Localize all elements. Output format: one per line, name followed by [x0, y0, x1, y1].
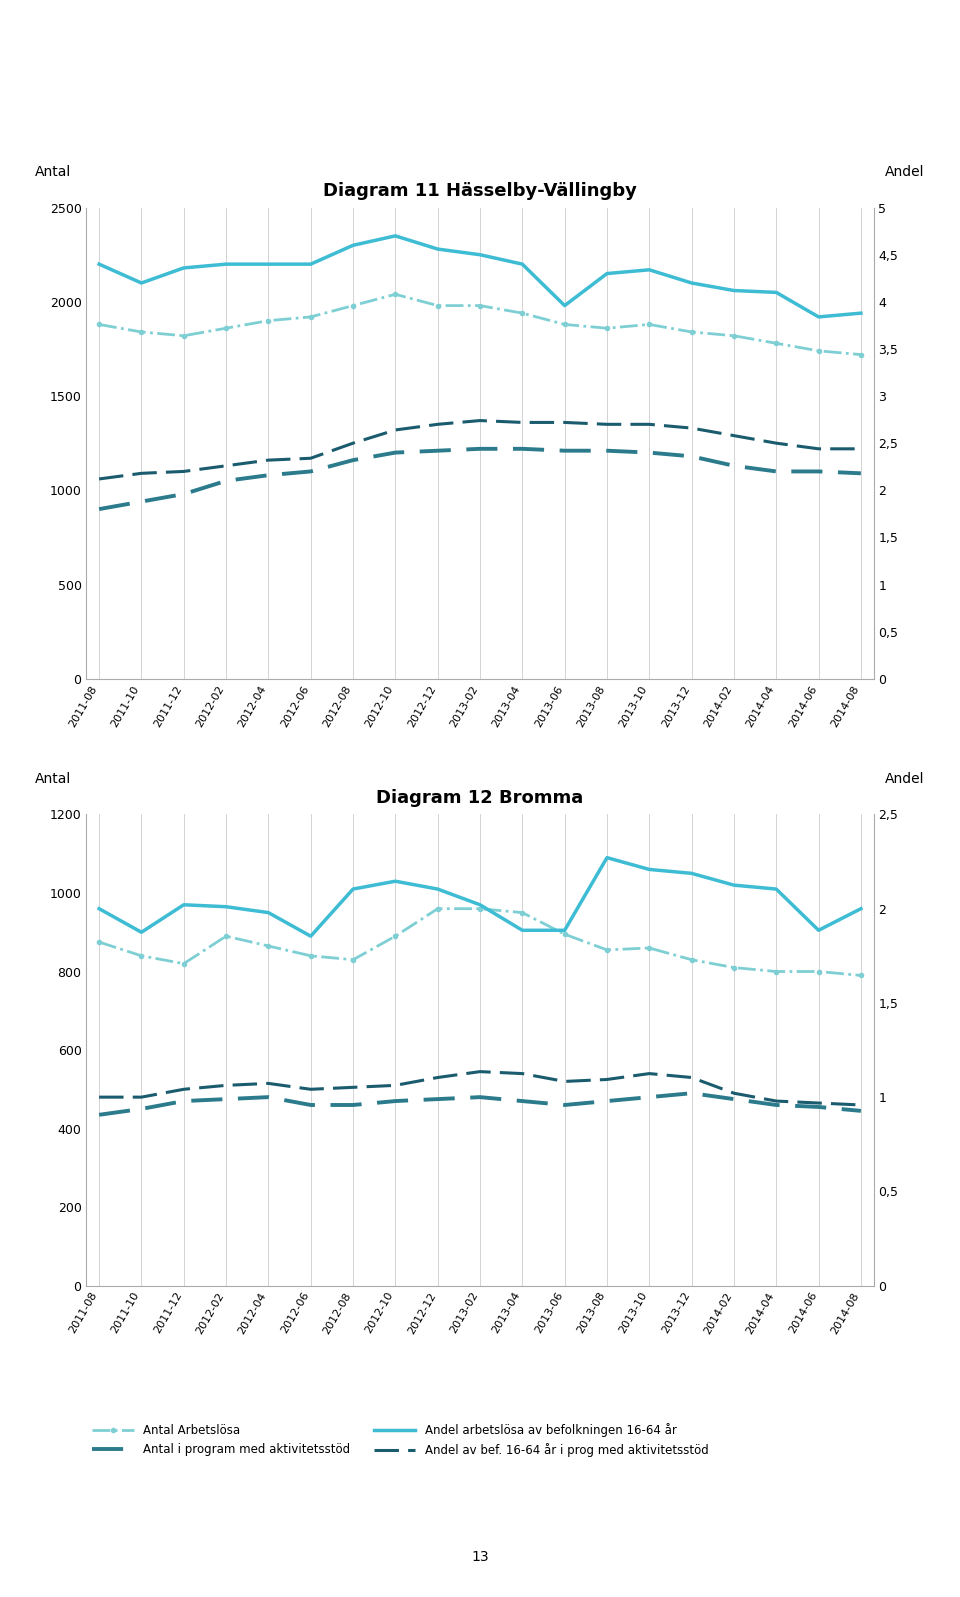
- Text: Andel: Andel: [885, 166, 924, 179]
- Text: 13: 13: [471, 1551, 489, 1563]
- Text: Antal: Antal: [36, 166, 71, 179]
- Legend: Andel arbetslösa av befolkningen 16-64 år, Antal i program med aktivitetsstöd, A: Andel arbetslösa av befolkningen 16-64 å…: [92, 816, 753, 850]
- Text: Antal: Antal: [36, 773, 71, 786]
- Legend: Antal Arbetslösa, Antal i program med aktivitetsstöd, Andel arbetslösa av befolk: Antal Arbetslösa, Antal i program med ak…: [92, 1423, 708, 1456]
- Title: Diagram 12 Bromma: Diagram 12 Bromma: [376, 789, 584, 808]
- Title: Diagram 11 Hässelby-Vällingby: Diagram 11 Hässelby-Vällingby: [324, 182, 636, 201]
- Text: Andel: Andel: [885, 773, 924, 786]
